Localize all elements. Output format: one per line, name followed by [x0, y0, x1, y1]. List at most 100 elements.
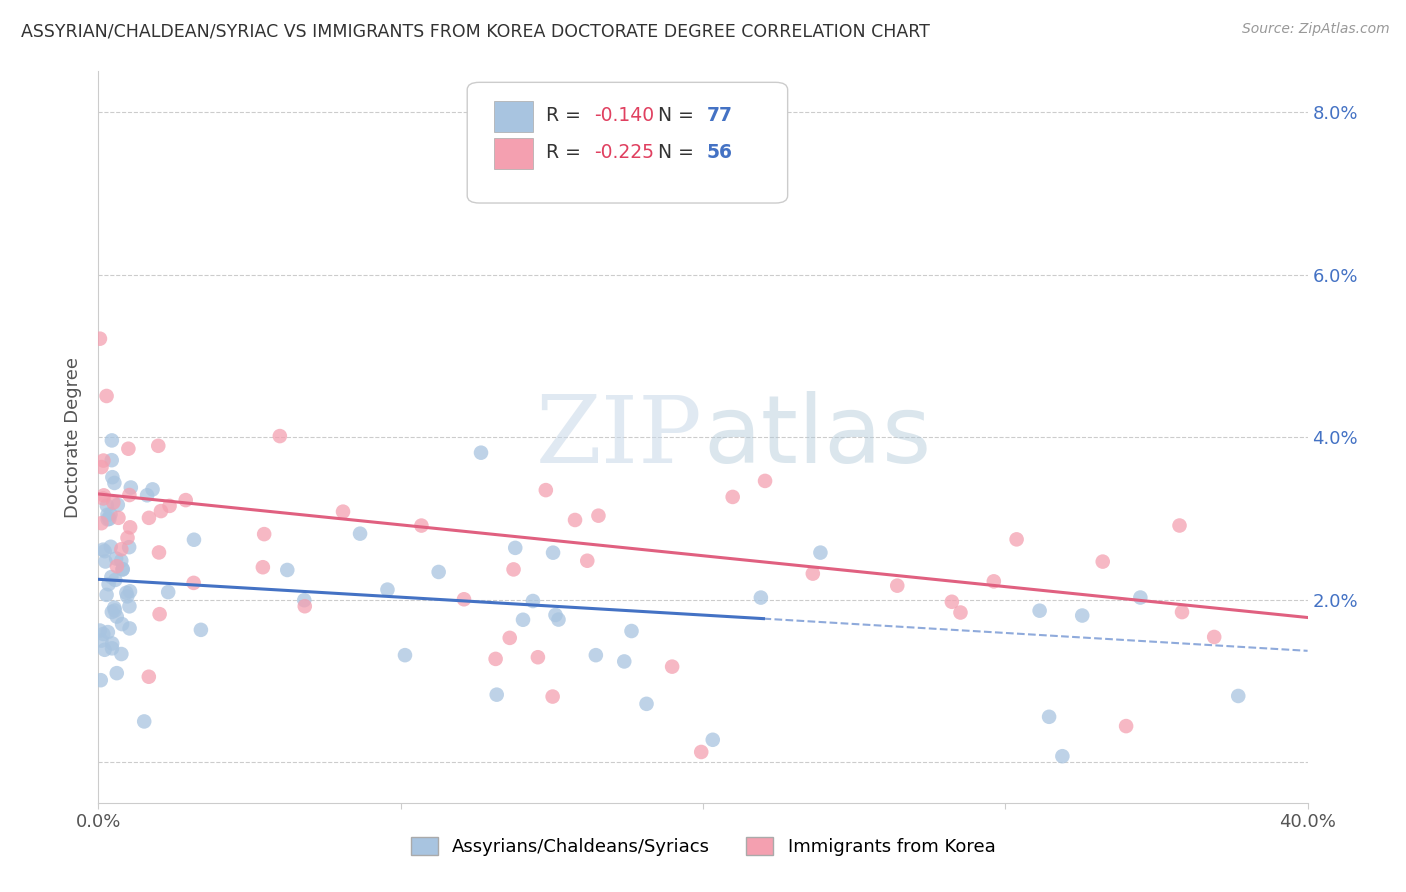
Point — [702, 732, 724, 747]
Point — [541, 546, 564, 560]
Point — [96, 389, 118, 403]
Legend: Assyrians/Chaldeans/Syriacs, Immigrants from Korea: Assyrians/Chaldeans/Syriacs, Immigrants … — [411, 837, 995, 856]
Point — [110, 542, 132, 557]
Point — [190, 623, 212, 637]
Point — [485, 652, 508, 666]
Point — [118, 599, 141, 614]
Point — [96, 588, 118, 602]
Point — [1091, 555, 1114, 569]
Point — [613, 655, 636, 669]
Point — [105, 551, 128, 566]
Point — [97, 577, 120, 591]
Point — [90, 460, 112, 475]
Point — [541, 690, 564, 704]
Text: ZIP: ZIP — [536, 392, 703, 482]
Point — [349, 526, 371, 541]
Point — [754, 474, 776, 488]
Point — [1115, 719, 1137, 733]
Text: -0.140: -0.140 — [595, 106, 654, 126]
Point — [100, 570, 122, 584]
Point — [117, 442, 139, 456]
Point — [105, 609, 128, 624]
Point — [90, 516, 112, 531]
Y-axis label: Doctorate Degree: Doctorate Degree — [65, 357, 83, 517]
Point — [1168, 518, 1191, 533]
Point — [101, 641, 124, 656]
Point — [749, 591, 772, 605]
Point — [91, 542, 114, 557]
Point — [111, 563, 134, 577]
Text: R =: R = — [546, 143, 586, 162]
Point — [118, 584, 141, 599]
Point — [252, 560, 274, 574]
Point — [292, 593, 315, 607]
Point — [585, 648, 607, 662]
Point — [1171, 605, 1194, 619]
Point — [253, 527, 276, 541]
Text: ASSYRIAN/CHALDEAN/SYRIAC VS IMMIGRANTS FROM KOREA DOCTORATE DEGREE CORRELATION C: ASSYRIAN/CHALDEAN/SYRIAC VS IMMIGRANTS F… — [21, 22, 929, 40]
Point — [620, 624, 643, 638]
Text: N =: N = — [658, 106, 700, 126]
Point — [949, 606, 972, 620]
Text: 77: 77 — [707, 106, 733, 126]
Point — [690, 745, 713, 759]
Point — [512, 613, 534, 627]
Point — [104, 603, 127, 617]
Point — [90, 633, 112, 648]
Point — [103, 475, 125, 490]
Point — [90, 673, 112, 688]
Point — [100, 453, 122, 467]
Point — [138, 670, 160, 684]
Point — [148, 439, 170, 453]
Point — [522, 594, 544, 608]
Point — [983, 574, 1005, 589]
Text: N =: N = — [658, 143, 700, 162]
Point — [107, 511, 129, 525]
Point — [547, 613, 569, 627]
Point — [544, 607, 567, 622]
Point — [394, 648, 416, 662]
Point — [1129, 591, 1152, 605]
Point — [377, 582, 399, 597]
Point — [1227, 689, 1250, 703]
Point — [101, 605, 124, 619]
Point — [105, 666, 128, 681]
Point — [97, 625, 120, 640]
Point — [93, 642, 115, 657]
Point — [134, 714, 156, 729]
Point — [101, 434, 124, 448]
Point — [1071, 608, 1094, 623]
Point — [110, 554, 132, 568]
Point — [115, 586, 138, 600]
Point — [149, 504, 172, 518]
Point — [149, 607, 172, 622]
Point — [118, 540, 141, 554]
Point — [100, 540, 122, 554]
Point — [636, 697, 658, 711]
Point — [103, 495, 125, 509]
Point — [534, 483, 557, 497]
Point — [527, 650, 550, 665]
Point — [576, 554, 599, 568]
Point — [101, 470, 124, 484]
Point — [810, 546, 832, 560]
Point — [89, 332, 111, 346]
Point — [98, 512, 121, 526]
Point — [1052, 749, 1074, 764]
Point — [411, 518, 433, 533]
Point — [117, 531, 139, 545]
Point — [485, 688, 508, 702]
Point — [470, 445, 492, 459]
Point — [503, 541, 526, 555]
Point — [159, 499, 181, 513]
Bar — [494, 138, 533, 169]
Point — [157, 585, 180, 599]
Point — [118, 622, 141, 636]
Point — [97, 512, 120, 526]
Point — [136, 488, 159, 502]
Point — [941, 595, 963, 609]
Point — [107, 498, 129, 512]
Point — [105, 559, 128, 574]
Point — [886, 579, 908, 593]
Point — [1005, 533, 1028, 547]
